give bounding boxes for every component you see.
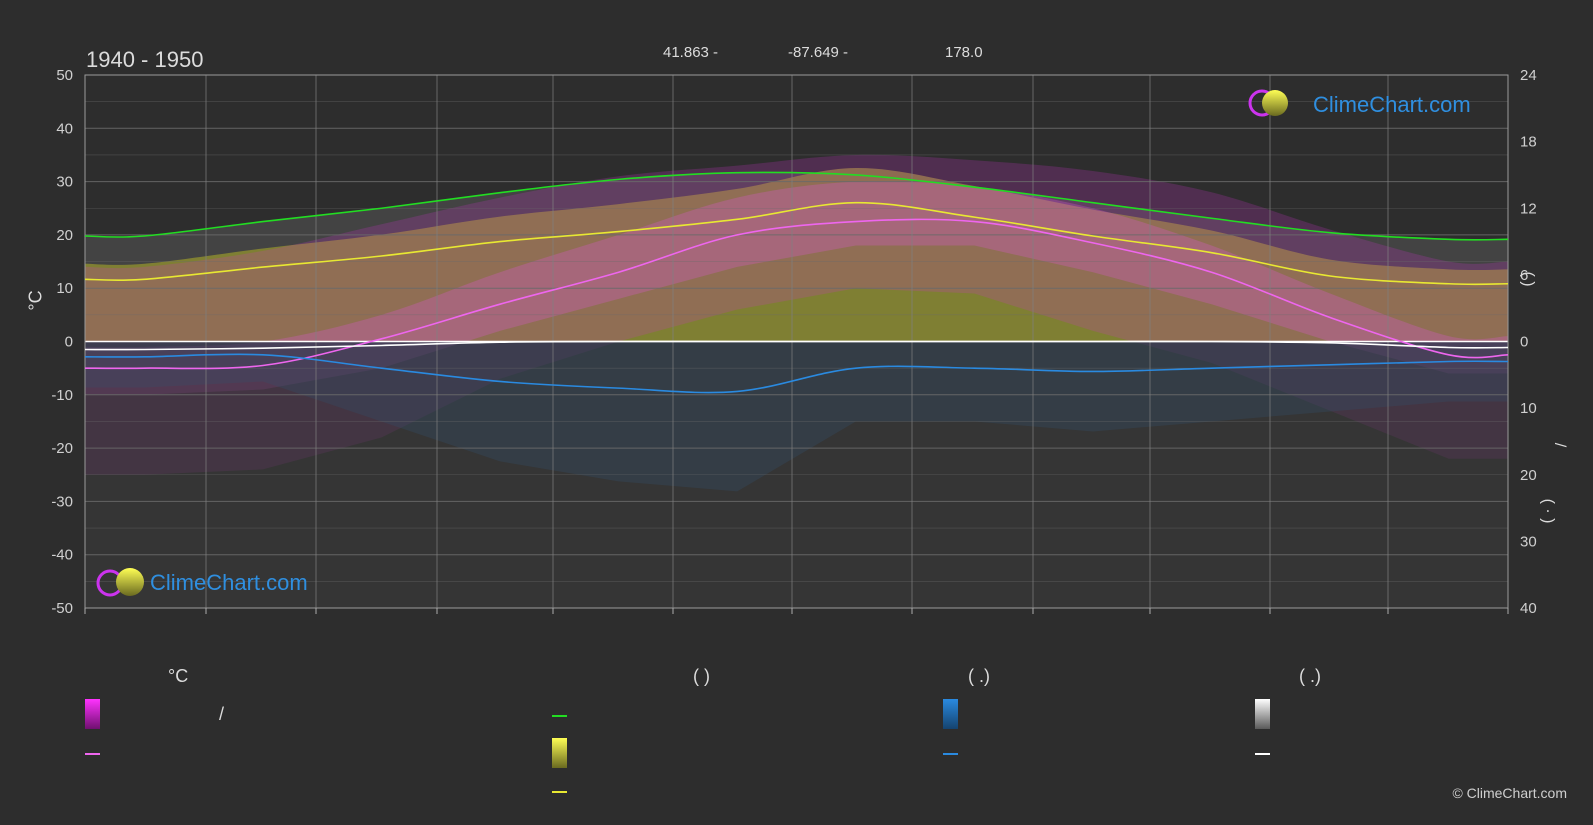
series-line-precip — [84, 353, 1509, 394]
y2-tick-label: 0 — [1520, 334, 1528, 351]
legend-swatch-snow — [1255, 699, 1270, 729]
latitude-label: 41.863 - — [663, 44, 719, 61]
right-axis-label-bottom: ( · ) — [1539, 498, 1557, 524]
brand-name-bottom: ClimeChart.com — [150, 570, 308, 595]
y-tick-label: 30 — [56, 174, 73, 191]
brand-logo-bottom — [96, 568, 144, 597]
series-line-sunshine — [84, 201, 1509, 286]
elevation-label: 178.0 — [945, 44, 983, 61]
y2-tick-label: 24 — [1520, 67, 1537, 84]
period-title: 1940 - 1950 — [86, 47, 204, 72]
sunshine-band — [85, 167, 1508, 342]
y-tick-label: 50 — [56, 67, 73, 84]
legend-title-snow: ( .) — [1299, 666, 1321, 686]
y2-tick-label: 12 — [1520, 200, 1537, 217]
brand-name-top: ClimeChart.com — [1313, 92, 1471, 117]
brand-logo-top — [1248, 89, 1288, 117]
y3-tick-label: 20 — [1520, 467, 1537, 484]
series-line-daylight — [84, 171, 1509, 241]
y-tick-label: 40 — [56, 120, 73, 137]
y-tick-label: 0 — [65, 334, 73, 351]
y-tick-label: 10 — [56, 280, 73, 297]
right-axis-label-bottom-slash: / — [1551, 442, 1569, 448]
y-tick-label: -50 — [51, 600, 73, 617]
y2-tick-label: 18 — [1520, 134, 1537, 151]
y3-tick-label: 30 — [1520, 533, 1537, 550]
longitude-label: -87.649 - — [788, 44, 849, 61]
logo-sun-icon — [1262, 90, 1288, 116]
legend-title-temperature: °C — [168, 666, 189, 686]
plot-frame — [84, 74, 1509, 609]
temperature-bands — [85, 154, 1508, 608]
y-tick-label: -10 — [51, 387, 73, 404]
legend-swatch-temp-range — [85, 699, 100, 729]
series-lines — [84, 171, 1509, 394]
legend-title-precip: ( .) — [968, 666, 990, 686]
y-tick-label: -40 — [51, 547, 73, 564]
right-axis-label-top: ( ) — [1519, 271, 1537, 287]
y3-tick-label: 40 — [1520, 600, 1537, 617]
copyright: © ClimeChart.com — [1452, 785, 1567, 801]
legend-swatch-precip — [943, 699, 958, 729]
y-tick-label: -30 — [51, 493, 73, 510]
series-line-snow — [84, 340, 1509, 351]
legend-swatch-sunshine — [552, 738, 567, 768]
y-tick-label: -20 — [51, 440, 73, 457]
tick-labels: 50 40 30 20 10 0 -10 -20 -30 -40 -50 24 18 12 6 0 10 20 30… — [51, 67, 1536, 617]
y2-tick-label: 6 — [1520, 267, 1528, 284]
y3-tick-label: 10 — [1520, 400, 1537, 417]
legend-temp-slash: / — [219, 704, 225, 724]
left-axis-label: °C — [25, 290, 46, 311]
legend-title-sun: ( ) — [693, 666, 710, 686]
y-tick-label: 20 — [56, 227, 73, 244]
logo-sun-icon — [116, 568, 144, 596]
